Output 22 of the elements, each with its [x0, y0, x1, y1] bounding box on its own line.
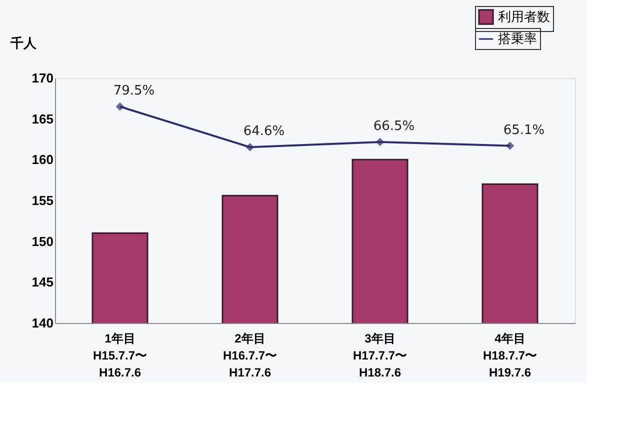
y-tick-label: 170 [32, 70, 54, 86]
point [376, 138, 384, 146]
y-axis-title: 千人 [10, 36, 38, 50]
y-tick-label: 165 [32, 111, 54, 126]
y-tick-label: 150 [32, 234, 54, 249]
point [116, 102, 124, 111]
y-tick-label: 145 [32, 274, 54, 290]
legend-label: 利用者数 [498, 10, 550, 25]
x-tick-label: 4年目 H18.7.7〜 H19.7.6 [482, 332, 538, 380]
y-tick-label: 160 [32, 152, 54, 168]
point [506, 142, 514, 150]
point [246, 142, 254, 152]
x-tick-label: 3年目 H17.7.7〜 H18.7.6 [352, 332, 408, 380]
x-tick-label: 2年目 H16.7.7〜 H17.7.6 [222, 332, 278, 380]
y-tick-label: 140 [32, 316, 54, 330]
x-tick-label: 1年目 H15.7.7〜 H16.7.6 [92, 332, 148, 380]
data-label: 65.1% [503, 122, 545, 138]
y-tick-label: 155 [32, 193, 54, 208]
legend-label: 搭乗率 [498, 31, 537, 47]
data-label: 79.5% [113, 84, 155, 99]
data-label: 64.6% [243, 124, 285, 140]
data-label: 66.5% [373, 118, 415, 134]
